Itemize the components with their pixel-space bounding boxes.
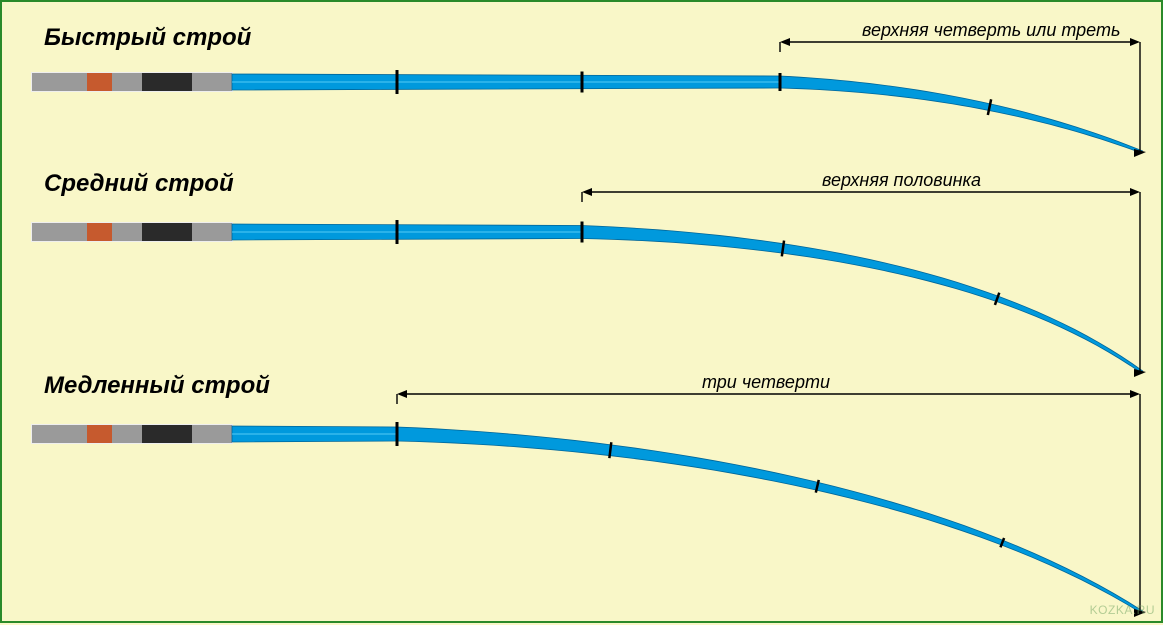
title-slow: Медленный строй [44,372,270,400]
watermark: KOZKA.RU [1090,603,1155,617]
bracket-label-medium: верхняя половинка [822,170,981,191]
rod-action-diagram [2,2,1163,625]
title-fast: Быстрый строй [44,24,251,52]
bracket-label-slow: три четверти [702,372,830,393]
title-medium: Средний строй [44,170,234,198]
bracket-label-fast: верхняя четверть или треть [862,20,1120,41]
